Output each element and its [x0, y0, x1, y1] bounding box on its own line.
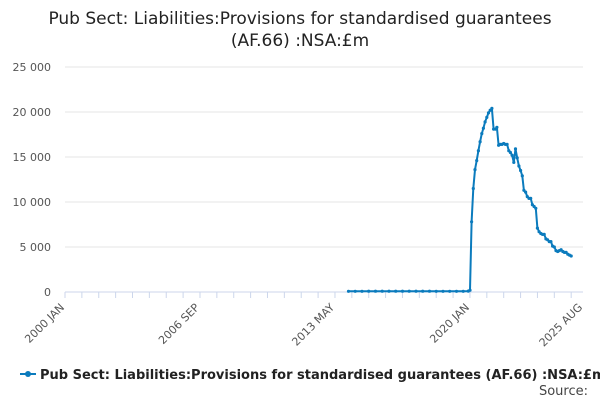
data-point[interactable]	[461, 289, 465, 293]
data-point[interactable]	[495, 125, 499, 129]
data-point[interactable]	[481, 126, 485, 130]
legend-label[interactable]: Pub Sect: Liabilities:Provisions for sta…	[40, 368, 600, 383]
x-axis: 2000 JAN 2006 SEP 2013 MAY 2020 JAN 2025 AUG	[22, 291, 586, 350]
data-point[interactable]	[476, 149, 480, 153]
data-point[interactable]	[480, 132, 484, 136]
data-point[interactable]	[512, 160, 516, 164]
data-point[interactable]	[519, 168, 523, 173]
data-point[interactable]	[373, 289, 378, 293]
y-tick-label: 25 000	[13, 61, 52, 74]
x-tick-label: 2020 JAN	[427, 301, 472, 346]
x-tick-label: 2006 SEP	[156, 301, 202, 347]
data-point[interactable]	[505, 142, 509, 146]
data-point[interactable]	[569, 254, 573, 258]
y-tick-label: 10 000	[13, 196, 52, 209]
y-tick-label: 15 000	[13, 151, 52, 164]
data-point[interactable]	[490, 106, 494, 110]
data-point[interactable]	[387, 289, 391, 293]
data-point[interactable]	[535, 226, 540, 230]
data-point[interactable]	[400, 289, 405, 293]
data-point[interactable]	[534, 206, 538, 210]
data-point[interactable]	[470, 220, 474, 224]
data-point[interactable]	[421, 289, 425, 293]
data-point[interactable]	[380, 289, 384, 293]
x-tick-label: 2013 MAY	[289, 301, 337, 349]
y-tick-label: 20 000	[13, 106, 52, 119]
data-point[interactable]	[367, 289, 371, 293]
data-point[interactable]	[434, 289, 438, 293]
data-point[interactable]	[520, 174, 524, 178]
series-layer	[346, 106, 573, 293]
data-point[interactable]	[394, 289, 398, 293]
data-point[interactable]	[486, 111, 491, 115]
data-point[interactable]	[517, 164, 521, 168]
data-point[interactable]	[407, 289, 411, 293]
data-point[interactable]	[549, 240, 553, 244]
data-point[interactable]	[510, 153, 514, 157]
legend[interactable]: Pub Sect: Liabilities:Provisions for sta…	[20, 368, 600, 383]
y-axis: 0 5 000 10 000 15 000 20 000 25 000	[13, 61, 52, 299]
data-point[interactable]	[448, 289, 452, 293]
data-point[interactable]	[513, 147, 518, 151]
data-point[interactable]	[414, 289, 418, 293]
x-tick-label: 2000 JAN	[22, 301, 67, 346]
data-point[interactable]	[468, 288, 472, 292]
data-point[interactable]	[515, 156, 519, 160]
data-point[interactable]	[346, 289, 351, 293]
legend-marker-icon	[25, 371, 31, 377]
data-point[interactable]	[473, 168, 477, 172]
data-point[interactable]	[552, 245, 556, 249]
data-point[interactable]	[454, 289, 459, 293]
series-line[interactable]	[348, 107, 572, 293]
data-point[interactable]	[475, 159, 479, 163]
data-point[interactable]	[524, 190, 528, 194]
data-point[interactable]	[427, 289, 432, 293]
data-point[interactable]	[485, 115, 489, 119]
data-point[interactable]	[483, 120, 487, 124]
chart-title-line-2: (AF.66) :NSA:£m	[231, 31, 369, 51]
data-point[interactable]	[441, 289, 445, 293]
y-tick-label: 5 000	[20, 241, 52, 254]
data-point[interactable]	[508, 150, 512, 155]
y-tick-label: 0	[44, 286, 51, 299]
data-point[interactable]	[360, 289, 364, 293]
grid-lines	[65, 66, 583, 248]
data-point[interactable]	[542, 232, 546, 236]
chart-title-line-1: Pub Sect: Liabilities:Provisions for sta…	[48, 9, 551, 29]
data-point[interactable]	[478, 140, 482, 144]
x-tick-label: 2025 AUG	[537, 301, 586, 350]
data-point[interactable]	[471, 186, 475, 191]
source-label: Source:	[539, 384, 588, 399]
data-point[interactable]	[353, 289, 357, 293]
data-point[interactable]	[529, 196, 533, 200]
